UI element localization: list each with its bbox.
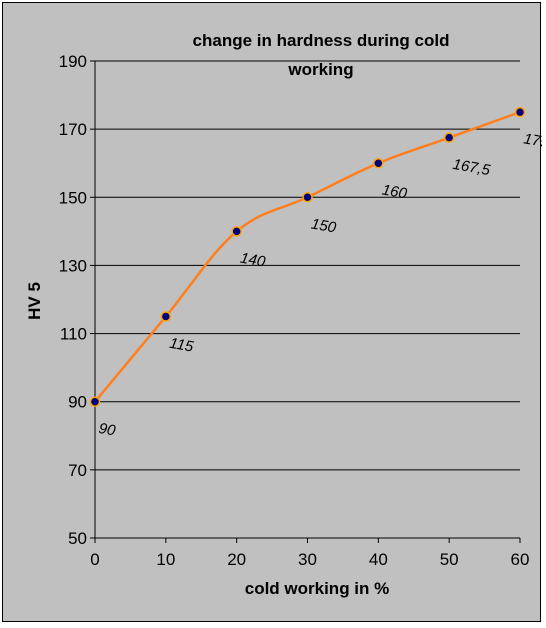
x-tick-label: 60 [511,550,530,569]
data-label: 140 [239,250,267,271]
data-label: 160 [381,181,409,202]
y-tick-label: 70 [68,461,87,480]
chart-title-line-2: working [287,60,353,79]
y-tick-label: 150 [59,188,87,207]
data-label: 90 [97,420,117,440]
data-label: 167,5 [451,156,492,179]
y-tick-label: 50 [68,529,87,548]
x-tick-label: 50 [440,550,459,569]
data-point [373,157,384,169]
x-tick-label: 40 [369,550,388,569]
x-tick-label: 0 [90,550,99,569]
hardness-chart: 90 115 140 150 160 167,5 175 50 70 90 110 130 150 17… [25,31,542,598]
data-label: 115 [168,335,195,356]
x-axis-title: cold working in % [245,579,390,598]
tick-labels: 50 70 90 110 130 150 170 190 0 10 20 30 40 50 60 [59,52,530,569]
data-point [160,311,172,322]
gridlines [95,60,520,539]
markers [89,106,526,407]
x-tick-label: 30 [298,550,317,569]
data-labels: 90 115 140 150 160 167,5 175 [97,130,542,439]
data-label: 150 [310,215,338,236]
x-tick-label: 10 [156,550,175,569]
data-point [443,132,455,143]
y-axis-title: HV 5 [25,282,44,320]
x-tick-label: 20 [227,550,246,569]
data-point [89,396,101,407]
y-tick-label: 190 [59,52,87,71]
chart-title-line-1: change in hardness during cold [193,31,450,50]
data-point [302,192,313,203]
y-tick-label: 110 [60,325,87,344]
data-point [231,226,242,237]
y-tick-label: 170 [59,120,87,139]
axes [90,60,521,543]
chart-frame: 90 115 140 150 160 167,5 175 50 70 90 110 130 150 17… [2,2,542,622]
data-label: 175 [522,130,542,151]
data-point [514,106,526,118]
y-tick-label: 130 [59,256,87,275]
y-tick-label: 90 [68,393,87,412]
